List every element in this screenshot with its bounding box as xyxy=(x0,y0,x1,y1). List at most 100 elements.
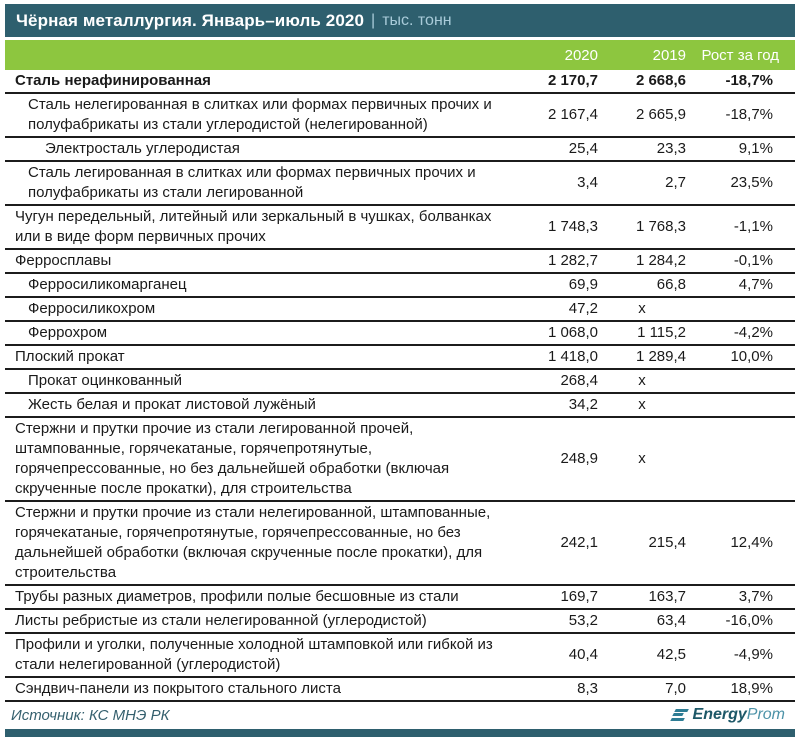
logo-energy-label: Energy xyxy=(692,706,747,723)
value-growth: 3,7% xyxy=(738,588,773,605)
value-2020: 1 748,3 xyxy=(547,218,598,235)
value-2019: 1 115,2 xyxy=(637,324,686,341)
table-row: Электросталь углеродистая 25,4 23,3 9,1% xyxy=(5,138,795,162)
row-label: Сталь нелегированная в слитках или форма… xyxy=(28,96,492,133)
bottom-accent-bar xyxy=(5,729,795,737)
row-label: Стержни и прутки прочие из стали нелегир… xyxy=(15,504,491,581)
value-2019: 42,5 xyxy=(656,646,686,663)
row-label: Стержни и прутки прочие из стали легиров… xyxy=(15,420,450,497)
row-label: Электросталь углеродистая xyxy=(45,140,240,157)
column-header-2020: 2020 xyxy=(564,46,598,64)
value-2019: х xyxy=(638,372,646,389)
value-growth: -16,0% xyxy=(725,612,773,629)
value-growth: 4,7% xyxy=(738,276,773,293)
value-2020: 47,2 xyxy=(568,300,598,317)
value-growth: 18,9% xyxy=(730,680,773,697)
row-label: Сталь нерафинированная xyxy=(15,72,211,89)
value-2019: 2,7 xyxy=(665,174,686,191)
row-label: Ферросиликомарганец xyxy=(28,276,187,293)
row-label: Феррохром xyxy=(28,324,108,341)
source-note: Источник: КС МНЭ РК xyxy=(11,706,170,724)
table-row: Плоский прокат 1 418,0 1 289,4 10,0% xyxy=(5,346,795,370)
title-separator: | xyxy=(371,11,376,29)
table-row: Ферросиликохром 47,2 х xyxy=(5,298,795,322)
value-growth: 12,4% xyxy=(730,534,773,551)
value-2020: 8,3 xyxy=(577,680,598,697)
value-2020: 1 282,7 xyxy=(547,252,598,269)
value-growth: -18,7% xyxy=(725,72,773,89)
title-bar: Чёрная металлургия. Январь–июль 2020 | т… xyxy=(5,4,795,37)
value-growth: -0,1% xyxy=(733,252,773,269)
table-row: Феррохром 1 068,0 1 115,2 -4,2% xyxy=(5,322,795,346)
row-label: Сэндвич-панели из покрытого стального ли… xyxy=(15,680,341,697)
table-row: Трубы разных диаметров, профили полые бе… xyxy=(5,586,795,610)
table-row: Листы ребристые из стали нелегированной … xyxy=(5,610,795,634)
value-2020: 268,4 xyxy=(560,372,598,389)
value-2019: 1 284,2 xyxy=(635,252,686,269)
value-growth: -1,1% xyxy=(733,218,773,235)
value-2019: 215,4 xyxy=(648,534,686,551)
table-row: Жесть белая и прокат листовой лужёный 34,… xyxy=(5,394,795,418)
value-2020: 1 068,0 xyxy=(547,324,598,341)
value-2020: 3,4 xyxy=(577,174,598,191)
row-label: Листы ребристые из стали нелегированной … xyxy=(15,612,427,629)
value-2020: 69,9 xyxy=(568,276,598,293)
value-2020: 242,1 xyxy=(560,534,598,551)
row-label: Трубы разных диаметров, профили полые бе… xyxy=(15,588,459,605)
row-label: Прокат оцинкованный xyxy=(28,372,182,389)
logo-prom-label: Prom xyxy=(746,706,785,723)
energyprom-logo-text: EnergyProm xyxy=(693,706,785,724)
value-2019: х xyxy=(638,450,646,467)
table-body: Сталь нерафинированная 2 170,7 2 668,6 -18,… xyxy=(5,70,795,702)
value-2020: 2 170,7 xyxy=(547,72,598,89)
row-label: Ферросиликохром xyxy=(28,300,156,317)
row-label: Ферросплавы xyxy=(15,252,112,269)
energyprom-logo: EnergyProm xyxy=(669,706,785,724)
row-label: Жесть белая и прокат листовой лужёный xyxy=(28,396,316,413)
value-2019: 2 668,6 xyxy=(635,72,686,89)
value-2020: 53,2 xyxy=(568,612,598,629)
value-growth: 10,0% xyxy=(730,348,773,365)
value-growth: 9,1% xyxy=(738,140,773,157)
value-2019: х xyxy=(638,396,646,413)
row-label: Чугун передельный, литейный или зеркальн… xyxy=(15,208,492,245)
table-row: Ферросплавы 1 282,7 1 284,2 -0,1% xyxy=(5,250,795,274)
value-2020: 248,9 xyxy=(560,450,598,467)
table-row: Сталь нелегированная в слитках или форма… xyxy=(5,94,795,138)
table-column-header: 2020 2019 Рост за год xyxy=(5,40,795,70)
table-row: Профили и уголки, полученные холодной шт… xyxy=(5,634,795,678)
value-2019: 1 768,3 xyxy=(635,218,686,235)
value-2019: 66,8 xyxy=(656,276,686,293)
value-2019: 23,3 xyxy=(656,140,686,157)
energyprom-logo-icon xyxy=(669,708,689,722)
value-2019: 2 665,9 xyxy=(635,106,686,123)
value-2020: 1 418,0 xyxy=(547,348,598,365)
value-2020: 2 167,4 xyxy=(547,106,598,123)
table-row: Сэндвич-панели из покрытого стального ли… xyxy=(5,678,795,702)
table-row: Чугун передельный, литейный или зеркальн… xyxy=(5,206,795,250)
report-title: Чёрная металлургия. Январь–июль 2020 xyxy=(16,10,365,30)
value-2019: 7,0 xyxy=(665,680,686,697)
value-growth: -4,9% xyxy=(733,646,773,663)
row-label: Сталь легированная в слитках или формах … xyxy=(28,164,476,201)
footer: Источник: КС МНЭ РК EnergyProm xyxy=(5,702,795,728)
row-label: Плоский прокат xyxy=(15,348,125,365)
table-row: Прокат оцинкованный 268,4 х xyxy=(5,370,795,394)
value-growth: -18,7% xyxy=(725,106,773,123)
value-2019: х xyxy=(638,300,646,317)
value-2020: 25,4 xyxy=(568,140,598,157)
table-row: Стержни и прутки прочие из стали легиров… xyxy=(5,418,795,502)
value-growth: -4,2% xyxy=(733,324,773,341)
row-label: Профили и уголки, полученные холодной шт… xyxy=(15,636,493,673)
table-row: Ферросиликомарганец 69,9 66,8 4,7% xyxy=(5,274,795,298)
value-2019: 1 289,4 xyxy=(635,348,686,365)
table-row: Стержни и прутки прочие из стали нелегир… xyxy=(5,502,795,586)
value-2020: 169,7 xyxy=(560,588,598,605)
column-header-2019: 2019 xyxy=(652,46,686,64)
report-units: тыс. тонн xyxy=(382,11,452,29)
column-header-growth: Рост за год xyxy=(701,46,779,64)
value-growth: 23,5% xyxy=(730,174,773,191)
value-2020: 34,2 xyxy=(568,396,598,413)
value-2019: 63,4 xyxy=(656,612,686,629)
